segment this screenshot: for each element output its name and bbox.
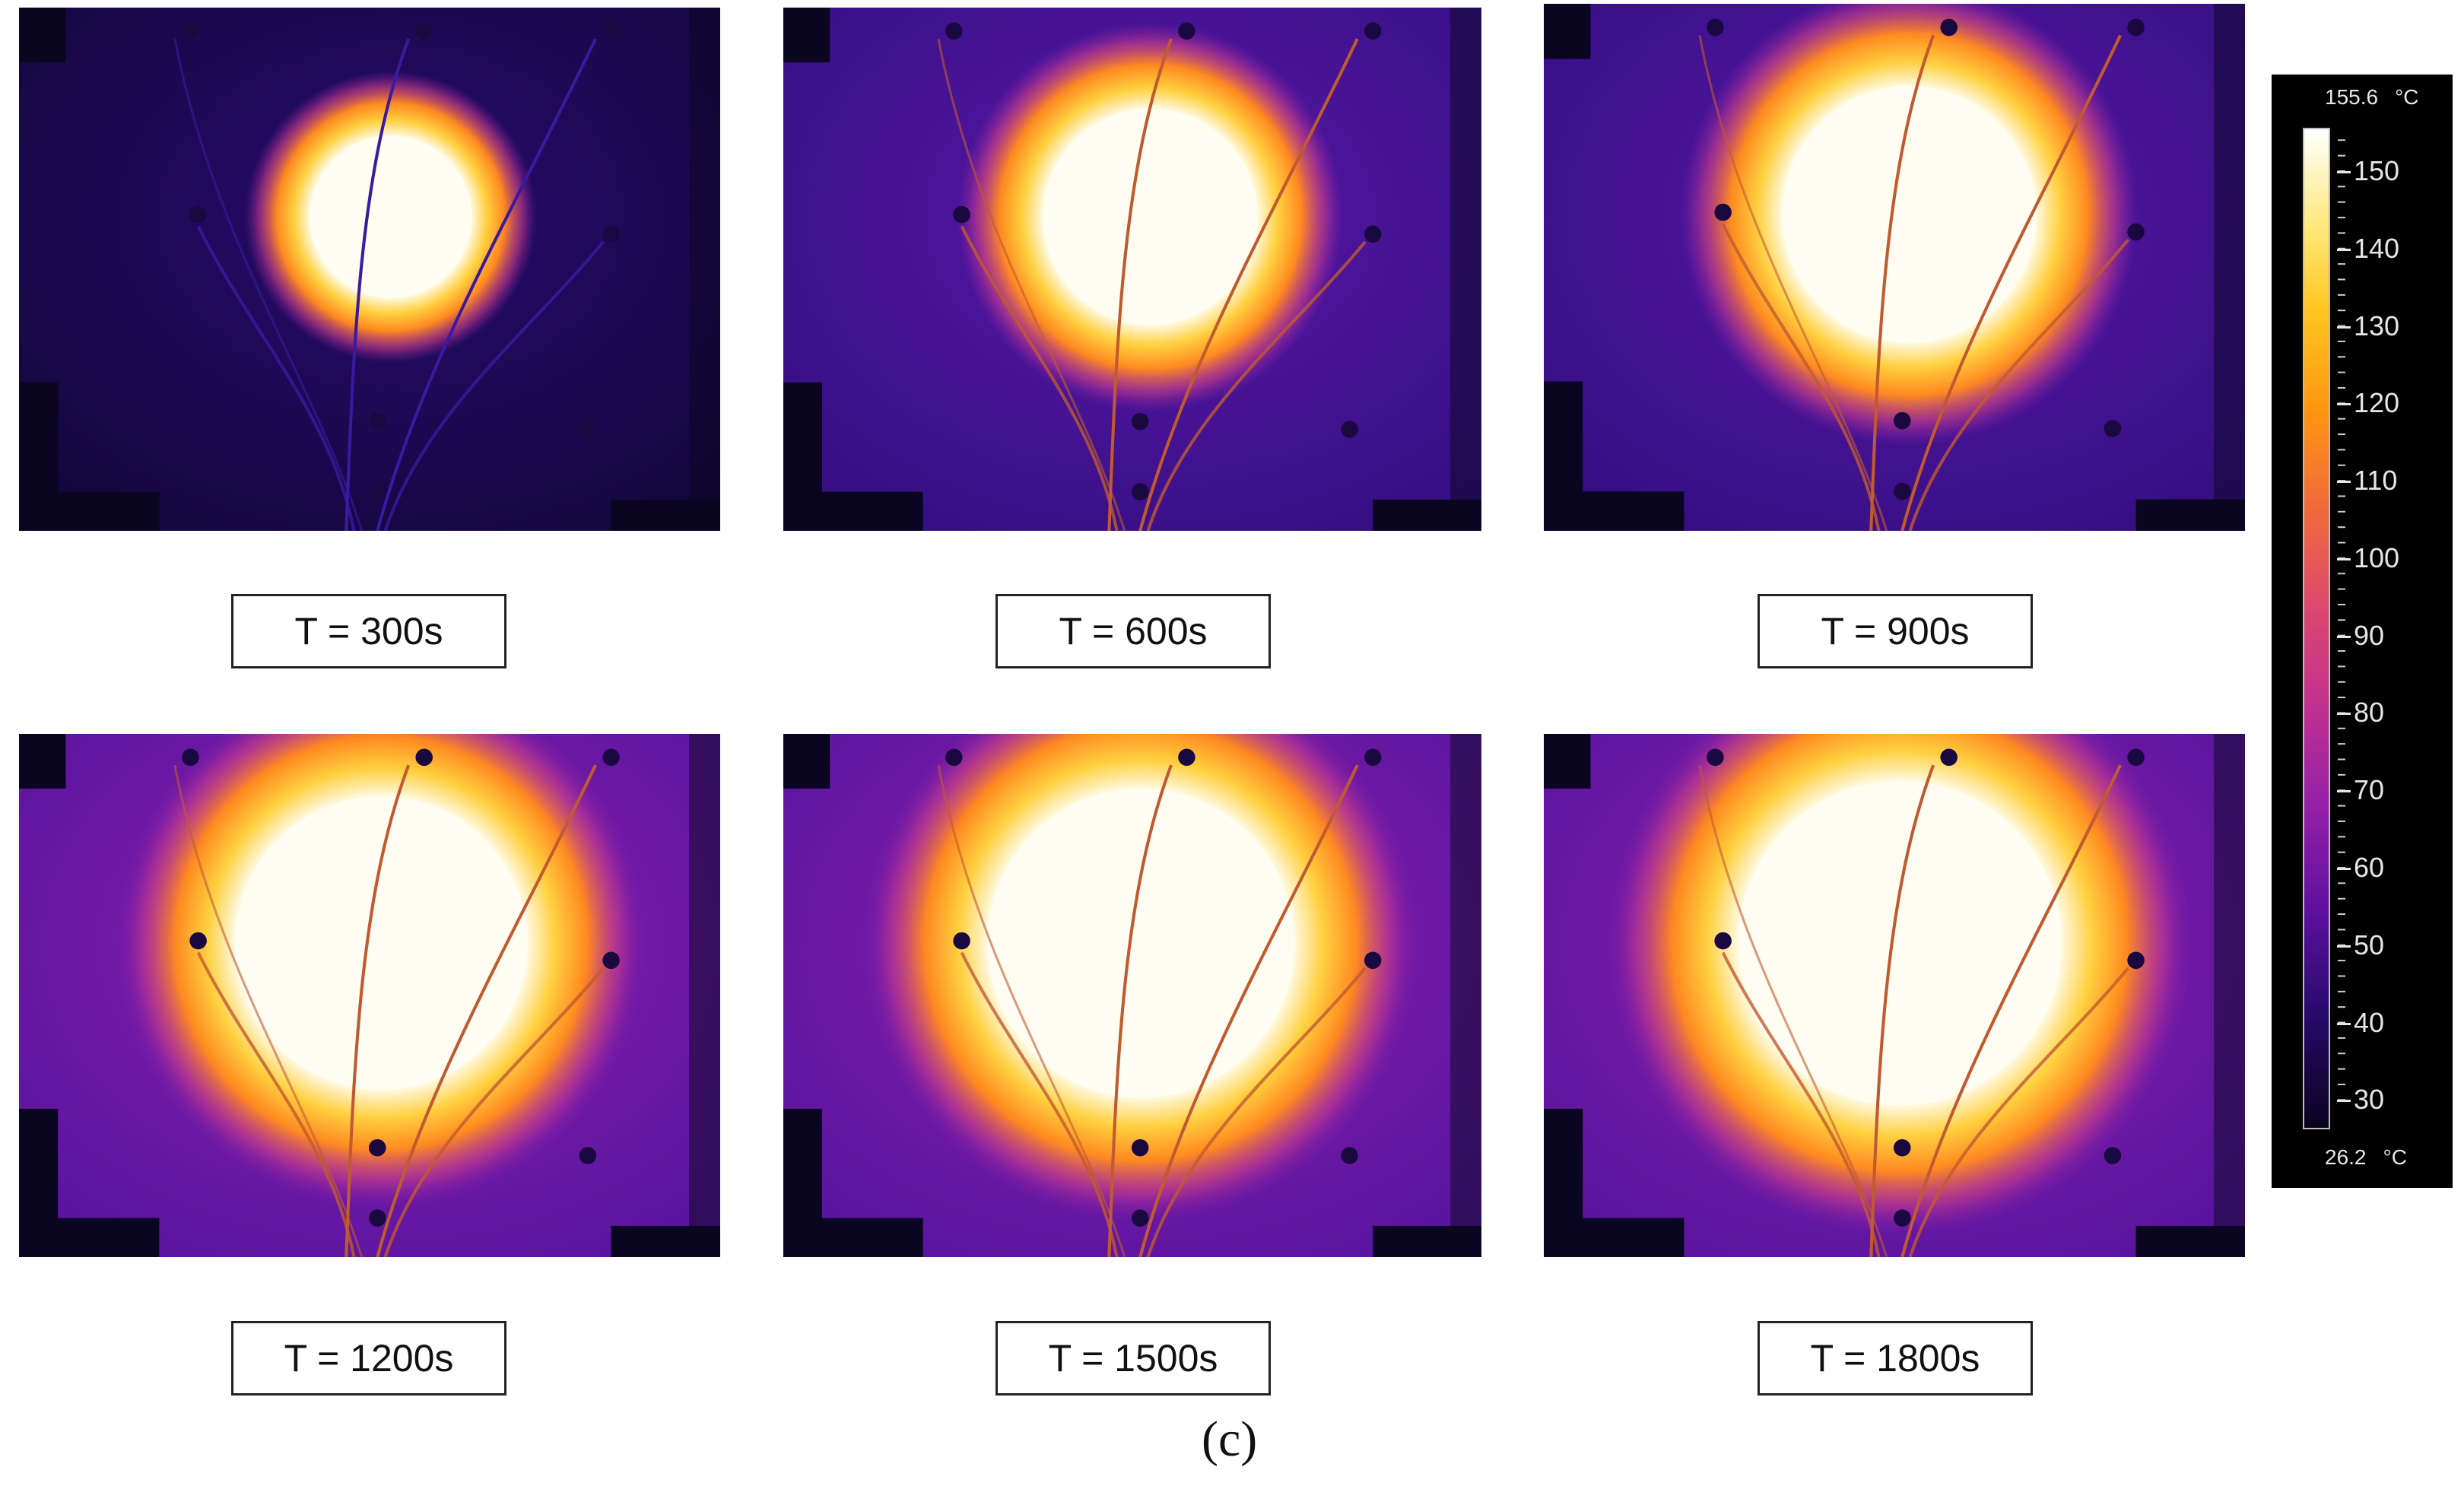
time-label: T = 1500s — [995, 1321, 1271, 1396]
colorbar-tick-label: 70 — [2336, 774, 2385, 806]
thermal-image-1200s — [19, 734, 720, 1257]
time-label: T = 900s — [1758, 594, 2033, 668]
colorbar-max-label: 155.6 °C — [2325, 85, 2419, 110]
colorbar-tick-label: 100 — [2336, 541, 2400, 573]
colorbar-unit: °C — [2383, 1145, 2407, 1169]
thermal-image-1500s — [783, 734, 1481, 1257]
time-label: T = 1800s — [1758, 1321, 2033, 1396]
colorbar-tick-label: 90 — [2336, 619, 2385, 651]
colorbar-tick-label: 80 — [2336, 697, 2385, 729]
colorbar-gradient — [2303, 128, 2330, 1129]
colorbar-tick-label: 50 — [2336, 929, 2385, 961]
thermal-image-1800s — [1544, 734, 2245, 1257]
figure-caption: (c) — [1202, 1411, 1258, 1467]
thermal-image-600s — [783, 8, 1481, 531]
colorbar-tick-label: 140 — [2336, 232, 2400, 264]
colorbar-tick-label: 60 — [2336, 851, 2385, 883]
colorbar-min-value: 26.2 — [2325, 1145, 2367, 1169]
thermal-image-900s — [1544, 4, 2245, 531]
colorbar-tick-label: 120 — [2336, 387, 2400, 419]
colorbar-ticks — [2338, 128, 2354, 1129]
colorbar-unit: °C — [2395, 85, 2419, 109]
colorbar-min-label: 26.2 °C — [2325, 1145, 2407, 1170]
colorbar-tick-label: 40 — [2336, 1006, 2385, 1038]
colorbar-max-value: 155.6 — [2325, 85, 2379, 109]
thermal-image-300s — [19, 8, 720, 531]
colorbar-tick-label: 110 — [2336, 465, 2398, 497]
time-label: T = 300s — [231, 594, 506, 668]
temperature-colorbar: 155.6 °C 26.2 °C 150 140 130 120 110 100 90 80 70 6… — [2272, 75, 2453, 1188]
colorbar-tick-label: 130 — [2336, 310, 2400, 341]
colorbar-tick-label: 150 — [2336, 154, 2400, 186]
time-label: T = 1200s — [231, 1321, 506, 1396]
time-label: T = 600s — [995, 594, 1271, 668]
colorbar-tick-label: 30 — [2336, 1084, 2385, 1116]
